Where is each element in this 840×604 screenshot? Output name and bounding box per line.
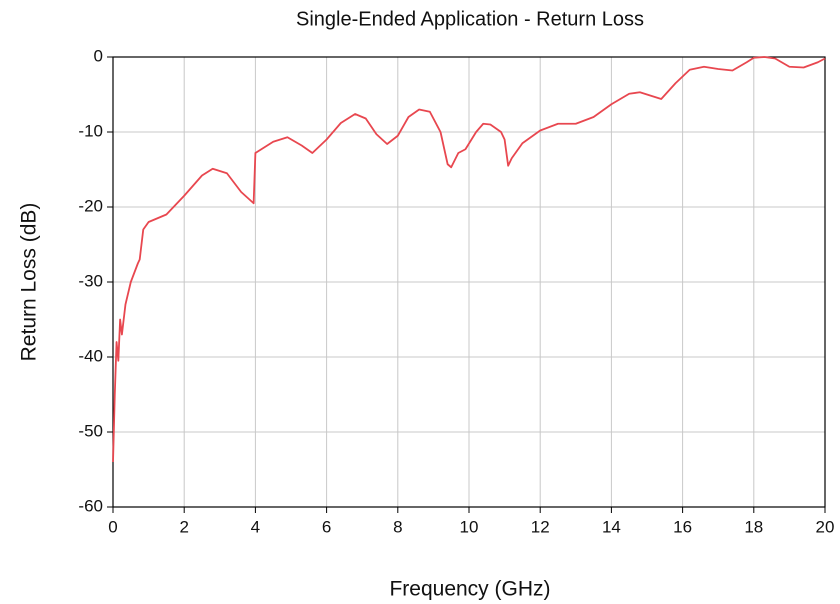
x-tick-label: 4: [251, 517, 260, 536]
y-tick-label: -40: [78, 346, 103, 365]
x-tick-label: 0: [108, 517, 117, 536]
y-tick-label: -30: [78, 271, 103, 290]
plot-frame: [112, 56, 826, 508]
x-tick-label: 14: [602, 517, 621, 536]
y-tick-label: -20: [78, 196, 103, 215]
y-tick-label: -60: [78, 496, 103, 515]
x-tick-label: 12: [531, 517, 550, 536]
y-axis-label: Return Loss (dB): [18, 203, 41, 362]
x-tick-label: 8: [393, 517, 402, 536]
x-tick-label: 16: [673, 517, 692, 536]
x-tick-label: 6: [322, 517, 331, 536]
y-tick-label: 0: [94, 46, 103, 65]
x-tick-label: 10: [460, 517, 479, 536]
x-axis-label: Frequency (GHz): [389, 578, 550, 601]
y-tick-label: -10: [78, 121, 103, 140]
chart-title: Single-Ended Application - Return Loss: [296, 8, 644, 30]
y-tick-label: -50: [78, 421, 103, 440]
data-line: [112, 56, 826, 463]
x-tick-label: 2: [179, 517, 188, 536]
x-tick-label: 18: [744, 517, 763, 536]
x-tick-label: 20: [816, 517, 835, 536]
